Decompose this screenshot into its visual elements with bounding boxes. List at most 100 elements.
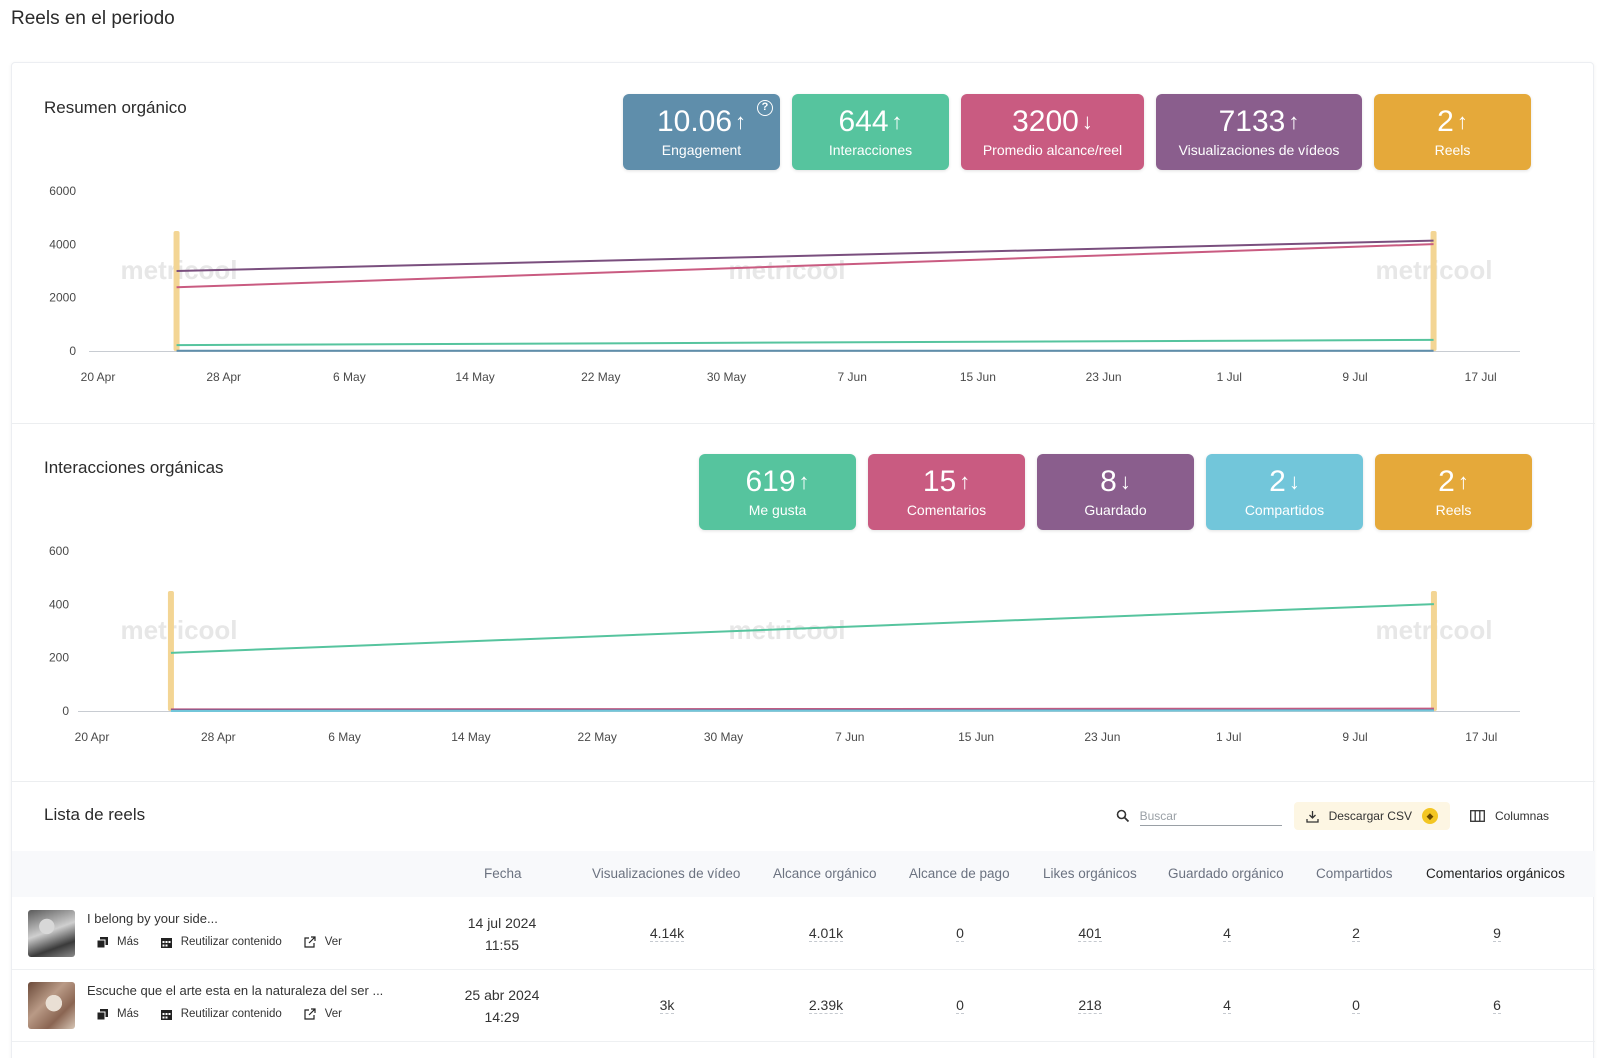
kpi-card-me-gusta[interactable]: 619 ↑ Me gusta <box>699 454 856 530</box>
series-line <box>170 709 1434 712</box>
reels-toolbar: Descargar CSV ◆ Columnas <box>1116 801 1593 831</box>
interactions-title: Interacciones orgánicas <box>44 458 224 477</box>
x-tick-label: 23 Jun <box>1084 730 1120 744</box>
y-tick-label: 200 <box>49 651 69 665</box>
kpi-card-interacciones[interactable]: 644 ↑ Interacciones <box>792 94 949 170</box>
x-tick-label: 15 Jun <box>958 730 994 744</box>
cell-views: 4.14k <box>649 925 685 942</box>
search <box>1116 806 1282 826</box>
divider <box>12 781 1595 782</box>
post-marker-bar <box>173 231 180 351</box>
calendar-icon <box>160 1009 172 1020</box>
kpi-card-comentarios[interactable]: 15 ↑ Comentarios <box>868 454 1025 530</box>
watermark: metricool <box>120 615 237 645</box>
summary-kpis: 10.06 ↑ Engagement? 644 ↑ Interacciones 3200 ↓ P… <box>623 94 1531 170</box>
copy-icon <box>97 936 108 948</box>
view-button[interactable]: Ver <box>304 1008 342 1020</box>
x-tick-label: 17 Jul <box>1465 730 1497 744</box>
x-tick-label: 28 Apr <box>201 730 236 744</box>
kpi-value: 644 ↑ <box>838 105 903 138</box>
kpi-label: Comentarios <box>906 502 987 518</box>
x-tick-label: 30 May <box>707 370 746 384</box>
cell-paid-reach: 0 <box>956 997 964 1014</box>
reel-title: I belong by your side... <box>87 911 218 926</box>
more-button[interactable]: Más <box>97 936 139 948</box>
kpi-label: Interacciones <box>828 142 913 158</box>
cell-paid-reach: 0 <box>956 925 964 942</box>
kpi-label: Guardado <box>1084 502 1147 518</box>
view-label: Ver <box>324 1008 343 1020</box>
kpi-card-compartidos[interactable]: 2 ↓ Compartidos <box>1206 454 1363 530</box>
download-csv-button[interactable]: Descargar CSV ◆ <box>1293 802 1450 830</box>
y-tick-label: 0 <box>69 344 76 358</box>
y-tick-label: 2000 <box>49 291 76 305</box>
x-tick-label: 9 Jul <box>1342 730 1367 744</box>
more-label: Más <box>117 936 139 948</box>
summary-chart: metricoolmetricoolmetricool0200040006000… <box>49 184 1520 384</box>
post-marker-bar <box>167 591 174 711</box>
kpi-card-reels[interactable]: 2 ↑ Reels <box>1374 94 1531 170</box>
x-tick-label: 28 Apr <box>206 370 241 384</box>
series-line <box>176 338 1434 347</box>
reuse-content-label: Reutilizar contenido <box>180 936 282 948</box>
kpi-card-visualizaciones-de-v-deos[interactable]: 7133 ↑ Visualizaciones de vídeos <box>1156 94 1362 170</box>
kpi-label: Visualizaciones de vídeos <box>1178 142 1340 158</box>
cell-views: 3k <box>659 997 675 1014</box>
interactions-kpis: 619 ↑ Me gusta 15 ↑ Comentarios 8 ↓ Guardado 2 ↓ Co… <box>699 454 1532 530</box>
column-header-saved[interactable]: Guardado orgánico <box>1168 866 1284 881</box>
cell-likes: 401 <box>1078 925 1102 942</box>
calendar-icon <box>160 937 172 948</box>
more-button[interactable]: Más <box>97 1008 139 1020</box>
help-icon[interactable]: ? <box>757 100 773 116</box>
kpi-card-reels[interactable]: 2 ↑ Reels <box>1375 454 1532 530</box>
search-input[interactable] <box>1139 806 1282 826</box>
column-header-likes[interactable]: Likes orgánicos <box>1043 866 1137 881</box>
column-header-comments[interactable]: Comentarios orgánicos <box>1426 866 1565 881</box>
download-csv-label: Descargar CSV <box>1328 809 1412 823</box>
column-header-date[interactable]: Fecha <box>484 866 522 881</box>
x-tick-label: 6 May <box>333 370 366 384</box>
kpi-label: Promedio alcance/reel <box>982 142 1123 158</box>
reel-date: 14 jul 2024 11:55 <box>452 912 552 956</box>
kpi-value: 2 ↑ <box>1437 105 1468 138</box>
column-header-shares[interactable]: Compartidos <box>1316 866 1393 881</box>
kpi-card-guardado[interactable]: 8 ↓ Guardado <box>1037 454 1194 530</box>
kpi-value: 2 ↓ <box>1269 465 1300 498</box>
reel-title: Escuche que el arte esta en la naturalez… <box>87 983 384 998</box>
table-header: Fecha Visualizaciones de vídeo Alcance o… <box>12 851 1595 897</box>
kpi-card-engagement[interactable]: 10.06 ↑ Engagement? <box>623 94 780 170</box>
reel-thumbnail[interactable] <box>28 910 75 957</box>
cell-organic-reach: 4.01k <box>808 925 844 942</box>
summary-title: Resumen orgánico <box>44 98 187 117</box>
x-tick-label: 14 May <box>451 730 490 744</box>
view-button[interactable]: Ver <box>304 936 342 948</box>
x-tick-label: 14 May <box>455 370 494 384</box>
column-header-views[interactable]: Visualizaciones de vídeo <box>592 866 741 881</box>
reel-actions: Más Reutilizar contenido Ver <box>97 936 342 948</box>
x-tick-label: 1 Jul <box>1217 370 1242 384</box>
x-tick-label: 15 Jun <box>960 370 996 384</box>
column-header-paid-reach[interactable]: Alcance de pago <box>909 866 1010 881</box>
kpi-card-promedio-alcance-reel[interactable]: 3200 ↓ Promedio alcance/reel <box>961 94 1144 170</box>
arrow-down-icon: ↓ <box>1288 469 1300 494</box>
reuse-content-label: Reutilizar contenido <box>180 1008 282 1020</box>
column-header-organic-reach[interactable]: Alcance orgánico <box>773 866 877 881</box>
cell-shares: 0 <box>1352 997 1360 1014</box>
kpi-label: Compartidos <box>1244 502 1325 518</box>
watermark: metricool <box>728 255 845 285</box>
table-row: Escuche que el arte esta en la naturalez… <box>12 970 1595 1042</box>
kpi-value: 7133 ↑ <box>1218 105 1300 138</box>
arrow-up-icon: ↑ <box>959 469 971 494</box>
columns-button[interactable]: Columnas <box>1470 809 1549 823</box>
reuse-content-button[interactable]: Reutilizar contenido <box>160 1008 282 1020</box>
kpi-value: 3200 ↓ <box>1012 105 1093 138</box>
x-tick-label: 7 Jun <box>835 730 864 744</box>
x-tick-label: 22 May <box>581 370 620 384</box>
reel-date-time: 14:29 <box>484 1009 520 1025</box>
reel-date-time: 11:55 <box>485 937 519 953</box>
kpi-label: Me gusta <box>748 502 807 518</box>
reel-thumbnail[interactable] <box>28 982 75 1029</box>
reuse-content-button[interactable]: Reutilizar contenido <box>160 936 282 948</box>
x-tick-label: 17 Jul <box>1465 370 1497 384</box>
arrow-up-icon: ↑ <box>1456 109 1468 134</box>
